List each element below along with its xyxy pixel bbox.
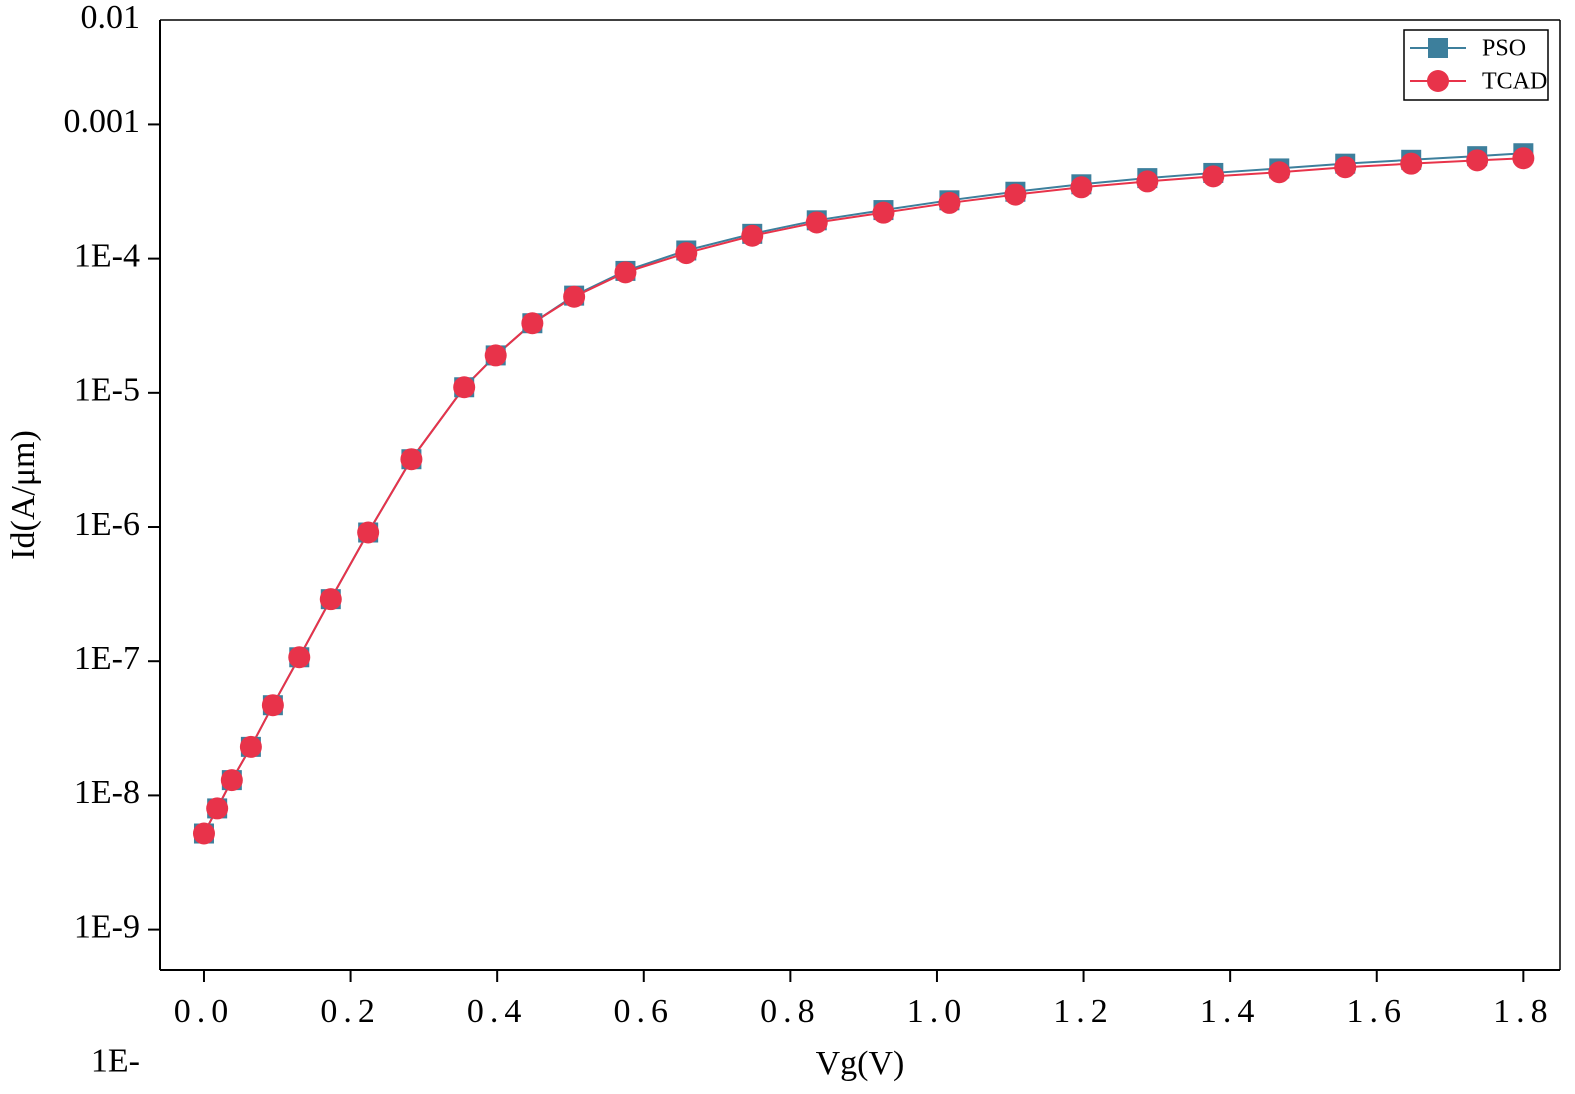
marker	[484, 344, 507, 367]
marker	[1334, 156, 1357, 179]
marker	[1136, 170, 1159, 193]
x-tick-label: 0.2	[320, 993, 381, 1030]
y-tick-label: 1E-6	[74, 506, 140, 543]
marker	[614, 261, 637, 284]
y-tick-label: 1E-5	[74, 372, 140, 409]
marker	[357, 521, 380, 544]
marker	[206, 797, 229, 820]
x-tick-label: 0.0	[174, 993, 235, 1030]
marker	[261, 694, 284, 717]
marker	[938, 191, 961, 214]
legend-label: TCAD	[1482, 69, 1547, 95]
x-tick-label: 0.4	[467, 993, 528, 1030]
marker	[453, 376, 476, 399]
y-tick-label: 0.001	[64, 103, 141, 140]
marker	[1512, 147, 1535, 170]
marker	[872, 201, 895, 224]
marker	[319, 588, 342, 611]
marker	[1202, 165, 1225, 188]
marker	[675, 242, 698, 265]
y-tick-label: 1E-	[91, 1043, 140, 1080]
x-tick-label: 0.8	[760, 993, 821, 1030]
marker	[741, 224, 764, 247]
marker	[239, 735, 262, 758]
legend-marker	[1428, 38, 1448, 58]
series-line	[203, 157, 1524, 834]
x-tick-label: 1.8	[1493, 993, 1554, 1030]
marker	[220, 769, 243, 792]
marker	[400, 448, 423, 471]
marker	[192, 822, 215, 845]
y-tick-label: 1E-7	[74, 640, 140, 677]
x-tick-label: 1.4	[1200, 993, 1261, 1030]
marker	[288, 646, 311, 669]
x-tick-label: 1.6	[1347, 993, 1408, 1030]
y-axis-label: Id(A/μm)	[5, 430, 42, 560]
y-tick-label: 0.01	[81, 0, 141, 36]
series-line	[203, 152, 1524, 834]
x-tick-label: 1.0	[907, 993, 968, 1030]
x-axis-label: Vg(V)	[816, 1045, 905, 1082]
marker	[1400, 152, 1423, 175]
legend-marker	[1427, 70, 1449, 92]
y-tick-label: 1E-9	[74, 908, 140, 945]
marker	[1466, 149, 1489, 172]
marker	[1004, 183, 1027, 206]
marker	[1268, 161, 1291, 184]
marker	[805, 211, 828, 234]
x-tick-label: 1.2	[1053, 993, 1114, 1030]
y-tick-label: 1E-4	[74, 237, 140, 274]
legend-label: PSO	[1482, 36, 1526, 62]
marker	[563, 285, 586, 308]
x-tick-label: 0.6	[614, 993, 675, 1030]
marker	[521, 312, 544, 335]
marker	[1070, 176, 1093, 199]
y-tick-label: 1E-8	[74, 774, 140, 811]
